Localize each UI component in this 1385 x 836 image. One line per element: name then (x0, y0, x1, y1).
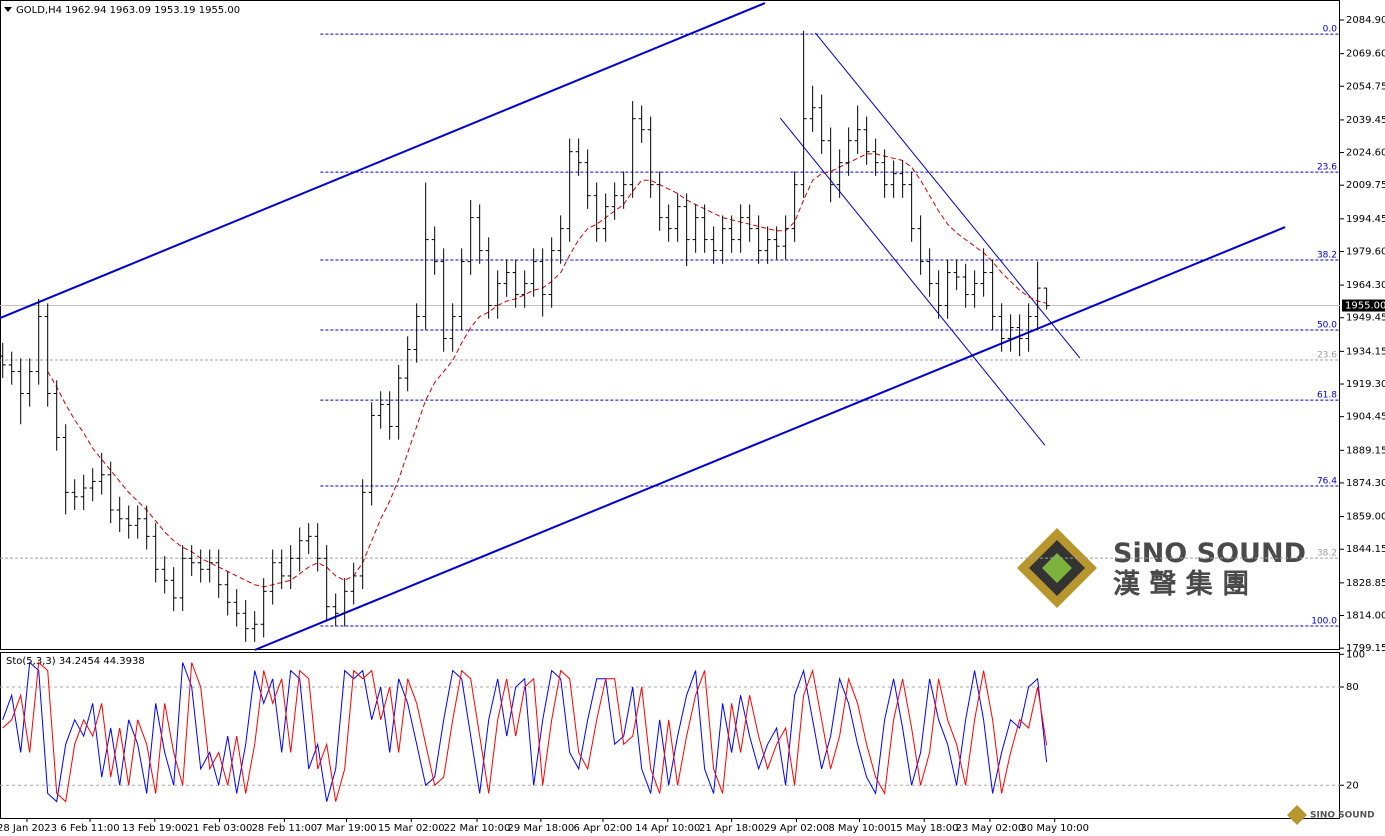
stoch-panel (0, 652, 1340, 819)
fib-label: 50.0 (1317, 320, 1337, 330)
fib-label: 23.6 (1317, 351, 1337, 361)
chart-header: GOLD,H4 1962.94 1963.09 1953.19 1955.00 (16, 5, 240, 16)
y-tick-label: 1919.30 (1346, 379, 1385, 390)
y-tick-label: 2054.75 (1346, 81, 1385, 92)
x-tick-label: 28 Jan 2023 (0, 823, 57, 834)
fib-label: 38.2 (1317, 549, 1337, 559)
x-tick-label: 23 May 02:00 (956, 823, 1025, 834)
y-tick-label: 1934.15 (1346, 346, 1385, 357)
x-tick-label: 6 Feb 11:00 (60, 823, 119, 834)
y-tick-label: 2024.60 (1346, 148, 1385, 159)
x-tick-label: 13 Feb 19:00 (122, 823, 188, 834)
watermark-subtitle: 漢 聲 集 團 (1113, 568, 1249, 600)
y-tick-label: 1964.30 (1346, 280, 1385, 291)
watermark-title: SiNO SOUND (1113, 538, 1306, 569)
stoch-line (2, 661, 1048, 803)
x-tick-label: 21 Apr 18:00 (699, 823, 764, 834)
y-tick-label: 1859.00 (1346, 512, 1385, 523)
current-price-label: 1955.00 (1345, 301, 1385, 312)
moving-average (47, 153, 1047, 588)
y-tick-label: 2069.60 (1346, 49, 1385, 60)
y-tick-label: 2084.90 (1346, 15, 1385, 26)
y-tick-label: 80 (1346, 682, 1359, 693)
y-tick-label: 1844.15 (1346, 544, 1385, 555)
logo-diamond-core (1042, 553, 1072, 583)
watermark: SiNO SOUND 漢 聲 集 團 (1017, 528, 1306, 608)
x-tick-label: 28 Feb 11:00 (252, 823, 318, 834)
fib-label: 61.8 (1317, 391, 1337, 401)
fib-label: 100.0 (1311, 617, 1337, 627)
x-tick-label: 15 May 18:00 (890, 823, 959, 834)
y-tick-label: 1949.45 (1346, 313, 1385, 324)
trendline (254, 226, 1286, 651)
x-tick-label: 15 Mar 02:00 (378, 823, 445, 834)
x-tick-label: 30 May 10:00 (1020, 823, 1089, 834)
y-tick-label: 1889.15 (1346, 445, 1385, 456)
small-logo-text: SINO SOUND (1310, 811, 1375, 821)
y-tick-label: 1979.60 (1346, 246, 1385, 257)
stoch-header: Sto(5,3,3) 34.2454 44.3938 (6, 656, 145, 667)
y-tick-label: 20 (1346, 780, 1359, 791)
y-tick-label: 1904.45 (1346, 412, 1385, 423)
trendline (814, 32, 1081, 359)
fib-label: 23.6 (1317, 163, 1337, 173)
x-tick-label: 8 May 10:00 (828, 823, 890, 834)
fib-label: 38.2 (1317, 251, 1337, 261)
x-tick-label: 21 Feb 03:00 (187, 823, 253, 834)
x-tick-label: 6 Apr 02:00 (574, 823, 633, 834)
x-tick-label: 29 Mar 18:00 (507, 823, 574, 834)
fib-label: 0.0 (1323, 25, 1338, 35)
stoch-line (2, 661, 1048, 803)
x-tick-label: 7 Mar 19:00 (316, 823, 376, 834)
y-tick-label: 1828.85 (1346, 578, 1385, 589)
y-tick-label: 2009.75 (1346, 180, 1385, 191)
trendline (0, 2, 766, 320)
x-tick-label: 22 Mar 10:00 (444, 823, 511, 834)
current-price-box (1342, 299, 1385, 312)
small-logo (1287, 805, 1307, 825)
x-tick-label: 29 Apr 02:00 (764, 823, 829, 834)
main-panel (0, 0, 1340, 650)
y-tick-label: 2039.45 (1346, 115, 1385, 126)
y-tick-label: 1874.30 (1346, 478, 1385, 489)
fib-label: 76.4 (1317, 477, 1337, 487)
y-tick-label: 100 (1346, 649, 1365, 660)
y-tick-label: 1814.00 (1346, 610, 1385, 621)
header-arrow (4, 7, 12, 12)
y-tick-label: 1799.15 (1346, 643, 1385, 654)
x-tick-label: 14 Apr 10:00 (635, 823, 700, 834)
y-tick-label: 1994.45 (1346, 214, 1385, 225)
